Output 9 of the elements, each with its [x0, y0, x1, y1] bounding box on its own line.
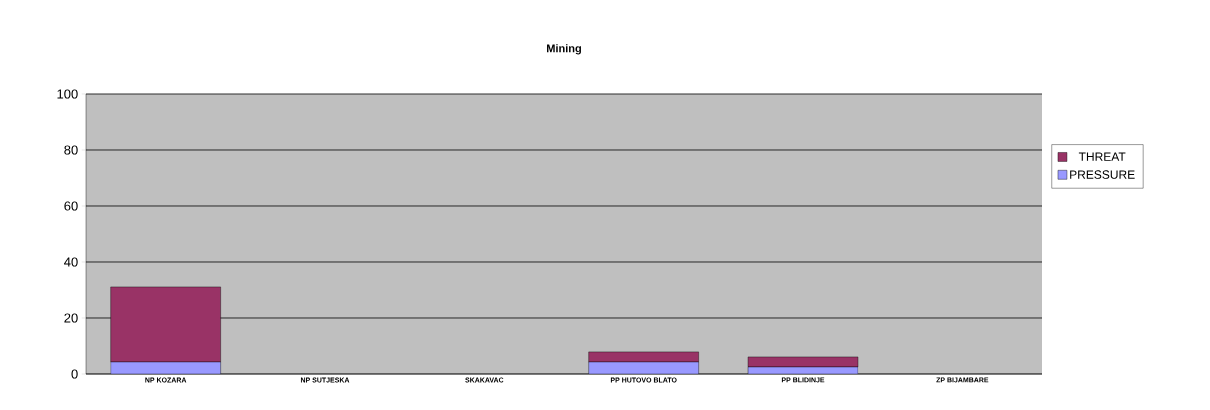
- y-tick-label: 80: [64, 145, 78, 155]
- y-tick-label: 20: [64, 313, 78, 323]
- y-tick-label: 100: [57, 89, 78, 99]
- y-tick-label: 0: [71, 369, 78, 379]
- y-tick-label: 60: [64, 201, 78, 211]
- y-tick-label: 40: [64, 257, 78, 267]
- legend-label: PRESSURE: [1070, 170, 1135, 179]
- chart-title: Mining: [547, 44, 581, 55]
- legend-label: THREAT: [1078, 152, 1126, 161]
